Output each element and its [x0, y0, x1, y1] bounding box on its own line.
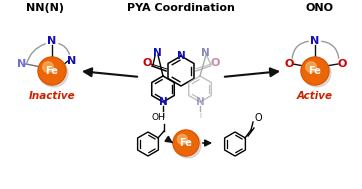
- Circle shape: [174, 131, 198, 155]
- Text: I: I: [199, 113, 201, 119]
- Text: Active: Active: [297, 91, 333, 101]
- Text: O: O: [337, 59, 347, 69]
- Text: Fe: Fe: [180, 138, 193, 148]
- Circle shape: [43, 62, 54, 72]
- Text: O: O: [254, 113, 262, 123]
- Circle shape: [306, 62, 316, 72]
- Text: Fe: Fe: [308, 66, 321, 76]
- Text: N: N: [310, 36, 320, 46]
- Text: N: N: [159, 97, 167, 107]
- Text: PYA Coordination: PYA Coordination: [127, 3, 235, 13]
- Text: ONO: ONO: [306, 3, 334, 13]
- Text: Inactive: Inactive: [29, 91, 75, 101]
- Circle shape: [38, 57, 66, 84]
- Circle shape: [40, 59, 68, 87]
- Circle shape: [301, 57, 329, 85]
- Text: N: N: [67, 56, 77, 66]
- Text: OH: OH: [151, 114, 165, 122]
- Circle shape: [302, 58, 328, 84]
- Text: O: O: [284, 59, 294, 69]
- Text: N: N: [153, 48, 161, 58]
- Circle shape: [38, 57, 66, 85]
- Text: O: O: [210, 58, 220, 68]
- Text: Fe: Fe: [46, 66, 58, 76]
- Text: N: N: [201, 48, 209, 58]
- Text: O: O: [142, 58, 152, 68]
- Circle shape: [303, 59, 331, 87]
- Text: N: N: [195, 97, 205, 107]
- Circle shape: [173, 130, 198, 156]
- Text: I: I: [162, 113, 164, 119]
- Text: NN(N): NN(N): [26, 3, 64, 13]
- Circle shape: [302, 57, 328, 84]
- Circle shape: [174, 132, 198, 155]
- Circle shape: [39, 58, 65, 84]
- Text: N: N: [17, 59, 27, 69]
- Circle shape: [303, 59, 327, 83]
- Circle shape: [175, 132, 201, 158]
- Circle shape: [39, 59, 64, 83]
- Circle shape: [177, 134, 187, 144]
- Text: N: N: [177, 51, 185, 61]
- Text: N: N: [47, 36, 56, 46]
- Circle shape: [173, 130, 199, 156]
